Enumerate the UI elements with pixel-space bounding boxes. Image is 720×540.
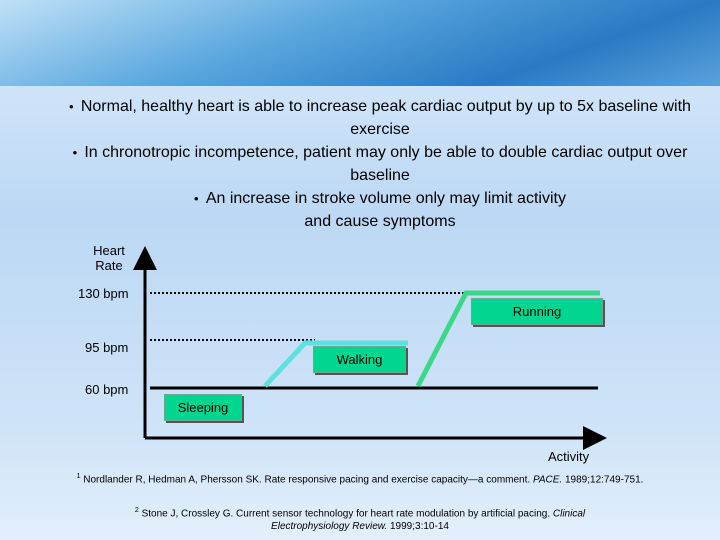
- ref-citation: 1999;3:10-14: [390, 521, 449, 533]
- reference: 1 Nordlander R, Hedman A, Phersson SK. R…: [60, 470, 660, 486]
- walking-line: [263, 340, 408, 388]
- bullet: In chronotropic incompetence, patient ma…: [60, 141, 700, 187]
- running-line: [415, 290, 600, 388]
- ref-journal: Clinical Electrophysiology Review.: [271, 508, 586, 533]
- level-label: 60 bpm: [85, 382, 129, 397]
- activity-label: Walking: [313, 346, 406, 373]
- ref-marker: 1: [76, 473, 81, 480]
- banner: [0, 0, 720, 86]
- activity-label: Sleeping: [164, 394, 242, 421]
- ref-citation: 1989;12:749-751.: [565, 474, 644, 486]
- activity-label: Running: [471, 298, 603, 325]
- bullet: An increase in stroke volume only may li…: [60, 187, 700, 233]
- ref-text: Stone J, Crossley G. Current sensor tech…: [141, 508, 551, 520]
- x-axis-title: Activity: [548, 449, 590, 464]
- level-label: 95 bpm: [85, 340, 129, 355]
- bullet-list: Normal, healthy heart is able to increas…: [60, 95, 700, 233]
- ref-marker: 2: [134, 507, 139, 514]
- ref-text: Nordlander R, Hedman A, Phersson SK. Rat…: [83, 474, 531, 486]
- bullet: Normal, healthy heart is able to increas…: [60, 95, 700, 141]
- y-axis-title: Heart Rate: [93, 243, 125, 273]
- reference: 2 Stone J, Crossley G. Current sensor te…: [60, 504, 660, 533]
- level-label: 130 bpm: [78, 286, 129, 301]
- ref-journal: PACE.: [532, 474, 563, 486]
